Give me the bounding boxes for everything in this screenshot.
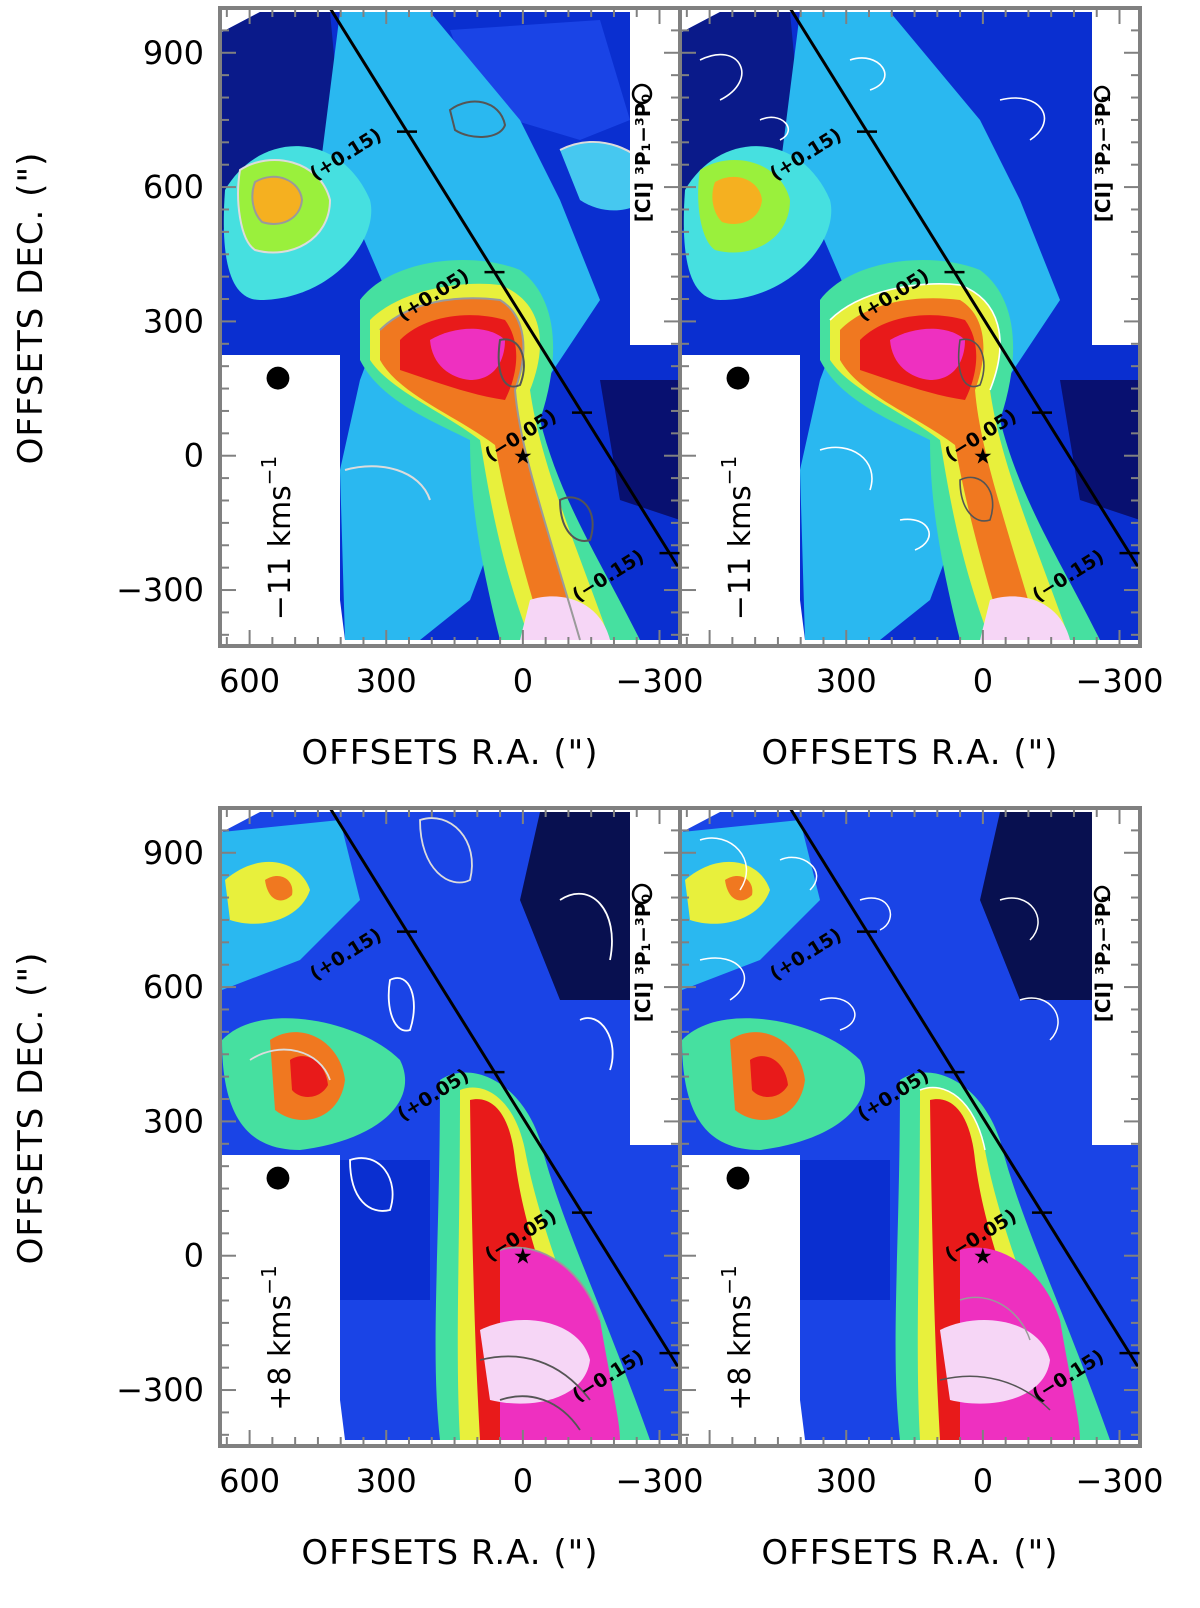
x-tick-label: 0 [973, 1462, 993, 1500]
cut-line-top-left [328, 8, 682, 571]
x-tick-label: −300 [1076, 662, 1164, 700]
contours [699, 837, 1059, 1411]
panel-top-right [678, 10, 1140, 643]
x-axis-title: OFFSETS R.A. (") [301, 1533, 598, 1573]
cut-line-top-right [788, 8, 1142, 571]
velocity-label: +8 kms−1 [257, 1265, 298, 1410]
y-tick-label: 600 [143, 168, 204, 206]
x-tick-label: 600 [219, 1462, 280, 1500]
beam-marker: ● [725, 1159, 751, 1194]
source-star-icon: ★ [513, 445, 533, 470]
panel-top-left [218, 10, 680, 643]
y-tick-label: 300 [143, 302, 204, 340]
frame-bottom-right [678, 806, 1142, 1448]
y-tick-label: 600 [143, 968, 204, 1006]
x-tick-label: 0 [513, 662, 533, 700]
transition-label: [CI] ³P₁−³P₀ [631, 94, 655, 222]
x-axis-title: OFFSETS R.A. (") [761, 1533, 1058, 1573]
marker-circle-icon [1093, 885, 1111, 903]
transition-label: [CI] ³P₂−³P₁ [1091, 894, 1115, 1022]
y-tick-label: −300 [116, 571, 204, 609]
y-tick-label: 0 [184, 1237, 204, 1275]
velocity-label: −11 kms−1 [257, 456, 298, 621]
x-axis-title: OFFSETS R.A. (") [761, 733, 1058, 773]
x-tick-label: 300 [356, 1462, 417, 1500]
x-tick-label: 0 [513, 1462, 533, 1500]
y-tick-label: 0 [184, 437, 204, 475]
source-star-icon: ★ [973, 1245, 993, 1270]
intensity-map [222, 812, 680, 1440]
velocity-label: +8 kms−1 [717, 1265, 758, 1410]
y-tick-label: 900 [143, 834, 204, 872]
cut-line-bottom-left [328, 808, 682, 1371]
beam-marker: ● [265, 1159, 291, 1194]
x-tick-label: −300 [1076, 1462, 1164, 1500]
axes-frames [218, 6, 1142, 1448]
source-star-icon: ★ [973, 445, 993, 470]
x-tick-label: 0 [973, 662, 993, 700]
source-star-icon: ★ [513, 1245, 533, 1270]
x-tick-label: 300 [816, 1462, 877, 1500]
x-tick-label: 300 [356, 662, 417, 700]
marker-circle-icon [631, 83, 653, 105]
x-tick-label: −300 [616, 662, 704, 700]
velocity-label: −11 kms−1 [717, 456, 758, 621]
panel-bottom-left [218, 810, 680, 1443]
beam-marker: ● [725, 359, 751, 394]
transition-label: [CI] ³P₂−³P₁ [1091, 94, 1115, 222]
y-axis-title: OFFSETS DEC. (") [11, 952, 51, 1265]
contours [237, 100, 661, 641]
x-tick-label: 300 [816, 662, 877, 700]
panel-bottom-right [678, 810, 1140, 1443]
x-tick-label: 600 [219, 662, 280, 700]
axis-ticks [220, 8, 1140, 1446]
marker-circle-icon [1093, 85, 1111, 103]
y-tick-label: 300 [143, 1102, 204, 1140]
x-tick-label: −300 [616, 1462, 704, 1500]
intensity-map [682, 12, 1140, 640]
y-tick-label: 900 [143, 34, 204, 72]
y-tick-label: −300 [116, 1371, 204, 1409]
transition-label: [CI] ³P₁−³P₀ [631, 894, 655, 1022]
cut-lines [328, 8, 1142, 1371]
beam-marker: ● [265, 359, 291, 394]
intensity-map [682, 812, 1140, 1440]
contours [249, 817, 614, 1431]
x-axis-title: OFFSETS R.A. (") [301, 733, 598, 773]
cut-line-bottom-right [788, 808, 1142, 1371]
marker-circle-icon [631, 883, 653, 905]
y-axis-title: OFFSETS DEC. (") [11, 152, 51, 465]
frame-top-right [678, 6, 1142, 648]
intensity-map [222, 12, 680, 640]
